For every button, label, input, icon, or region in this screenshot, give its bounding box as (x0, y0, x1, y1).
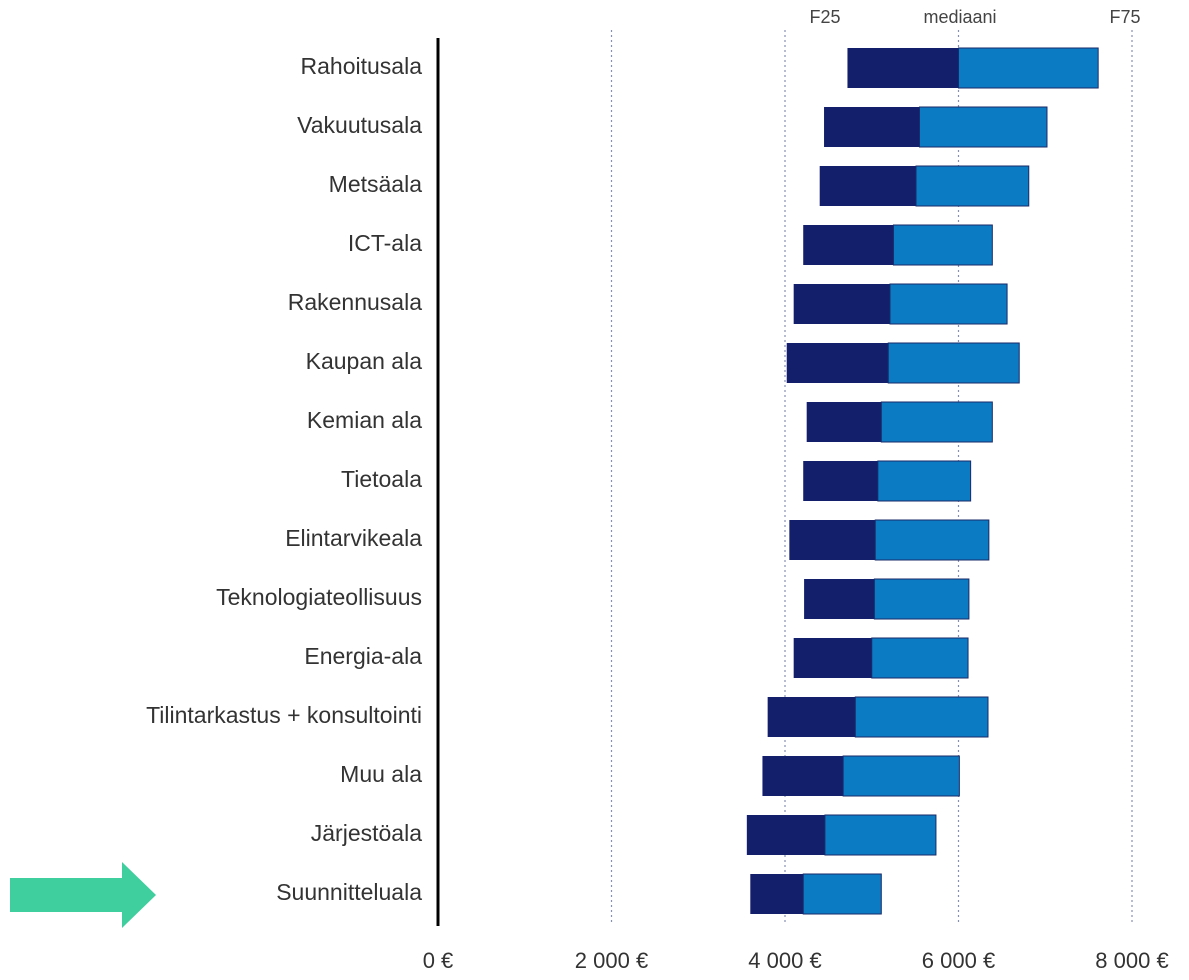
category-label: Muu ala (340, 761, 422, 787)
bar-lower (746, 815, 825, 855)
bar-upper (880, 401, 993, 443)
category-label: Tietoala (341, 466, 422, 492)
bar-upper (871, 637, 969, 679)
category-label: Teknologiateollisuus (216, 584, 422, 610)
bar-lower (793, 638, 872, 678)
bar-lower (793, 284, 890, 324)
x-tick-label: 8 000 € (1095, 948, 1168, 973)
category-label: Elintarvikeala (285, 525, 422, 551)
bar-upper (958, 47, 1099, 89)
bar-lower (767, 697, 856, 737)
bar-lower (806, 402, 882, 442)
category-label: Järjestöala (311, 820, 422, 846)
arrow (10, 862, 156, 928)
bar-upper (873, 578, 970, 620)
legend-label: F25 (809, 7, 840, 27)
bar-upper (824, 814, 937, 856)
bar-lower (803, 225, 894, 265)
bar-upper (918, 106, 1048, 148)
bar-lower (819, 166, 916, 206)
bar-lower (762, 756, 844, 796)
bar-upper (877, 460, 972, 502)
bar-upper (842, 755, 960, 797)
bar-lower (824, 107, 920, 147)
bar-upper (802, 873, 882, 915)
category-label: Metsäala (329, 171, 423, 197)
category-label: Tilintarkastus + konsultointi (146, 702, 422, 728)
bar-upper (889, 283, 1008, 325)
category-label: Rakennusala (288, 289, 422, 315)
bar-lower (789, 520, 876, 560)
legend-label: mediaani (923, 7, 996, 27)
bar-lower (804, 579, 875, 619)
x-tick-label: 2 000 € (575, 948, 648, 973)
legend-label: F75 (1109, 7, 1140, 27)
bar-lower (847, 48, 959, 88)
bar-upper (915, 165, 1030, 207)
bar-upper (887, 342, 1020, 384)
x-tick-label: 0 € (423, 948, 454, 973)
category-label: Energia-ala (304, 643, 422, 669)
x-tick-label: 6 000 € (922, 948, 995, 973)
bar-lower (803, 461, 878, 501)
bar-upper (892, 224, 993, 266)
bar-upper (854, 696, 989, 738)
category-label: Kaupan ala (306, 348, 423, 374)
category-label: Kemian ala (307, 407, 422, 433)
bar-lower (786, 343, 889, 383)
bar-upper (874, 519, 990, 561)
category-label: Suunnitteluala (276, 879, 422, 905)
x-tick-label: 4 000 € (748, 948, 821, 973)
category-label: Rahoitusala (301, 53, 423, 79)
bar-lower (750, 874, 804, 914)
category-label: Vakuutusala (297, 112, 422, 138)
category-label: ICT-ala (348, 230, 422, 256)
